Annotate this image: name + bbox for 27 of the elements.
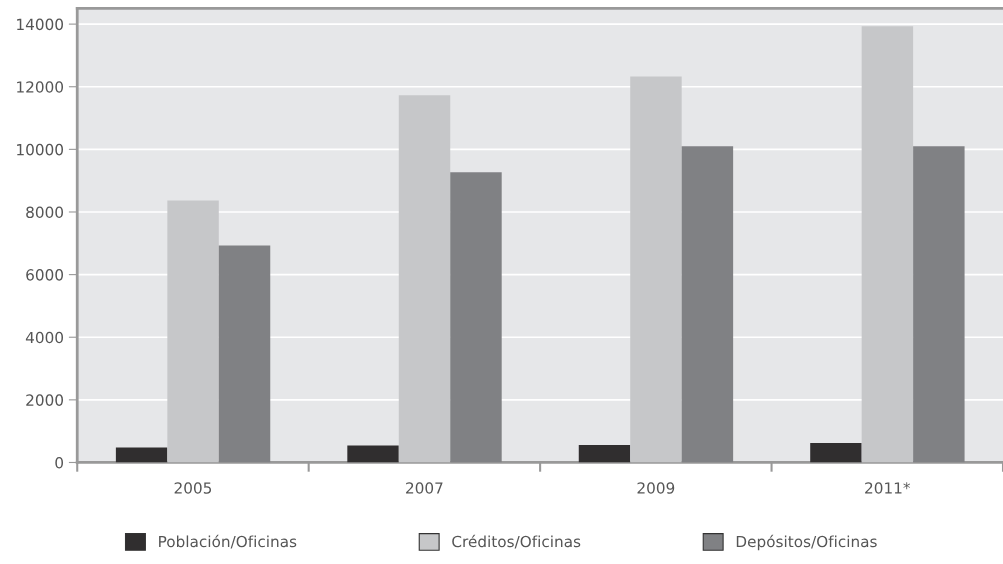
legend-label: Depósitos/Oficinas — [736, 534, 877, 551]
bar — [630, 76, 682, 463]
legend-label: Población/Oficinas — [159, 534, 297, 549]
bar — [398, 95, 451, 463]
bar — [810, 443, 862, 463]
y-tick-label: 14000 — [17, 18, 64, 31]
x-tick-label: 2009 — [637, 482, 675, 494]
bar — [681, 146, 734, 463]
bar — [218, 245, 271, 463]
y-tick-label: 10000 — [17, 143, 64, 156]
x-tick-label: 2011* — [865, 482, 911, 494]
bar — [347, 445, 399, 463]
x-tick-label: 2007 — [406, 482, 443, 494]
y-tick-label: 4000 — [25, 331, 64, 344]
bar — [115, 447, 168, 463]
bar — [861, 26, 914, 463]
bar — [578, 444, 631, 463]
bar — [167, 200, 219, 463]
legend-label: Créditos/Oficinas — [452, 534, 581, 549]
y-tick-label: 6000 — [26, 269, 64, 281]
bar — [913, 146, 965, 463]
y-tick-label: 2000 — [26, 394, 64, 406]
y-tick-label: 8000 — [26, 206, 64, 219]
y-tick-label: 0 — [55, 456, 64, 469]
bar — [450, 172, 502, 463]
x-tick-label: 2005 — [174, 482, 212, 494]
y-tick-label: 12000 — [17, 81, 64, 93]
